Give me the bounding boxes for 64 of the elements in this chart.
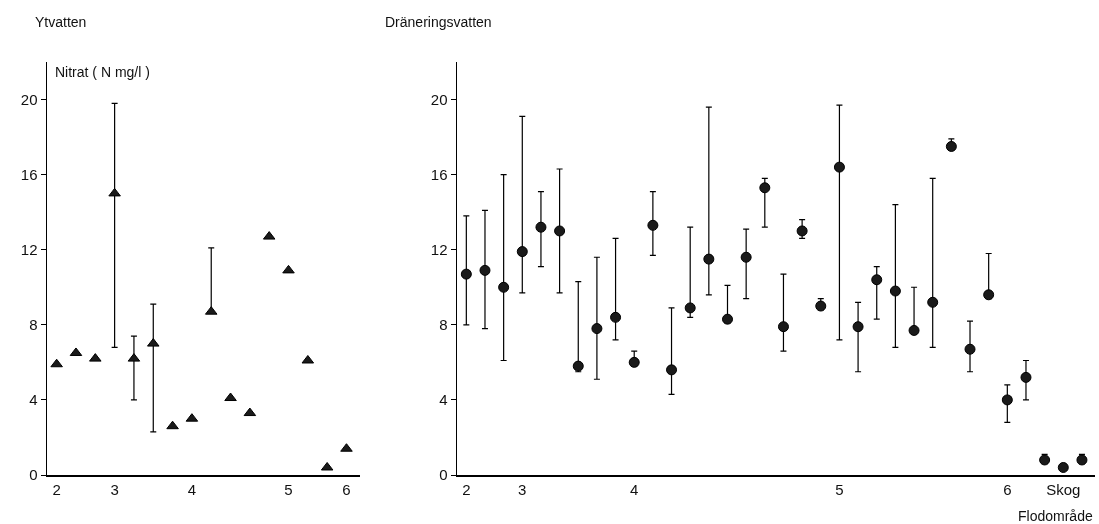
point bbox=[1001, 394, 1013, 406]
point bbox=[777, 321, 789, 333]
point bbox=[983, 289, 995, 301]
point bbox=[871, 274, 883, 286]
point bbox=[572, 360, 584, 372]
point bbox=[740, 251, 752, 263]
point bbox=[535, 221, 547, 233]
y-tick-label: 4 bbox=[29, 391, 38, 409]
point bbox=[852, 321, 864, 333]
chart-title: Dräneringsvatten bbox=[385, 13, 492, 30]
point bbox=[591, 323, 603, 335]
y-tick-label: 4 bbox=[439, 391, 448, 409]
x-tick-label: 3 bbox=[518, 480, 527, 498]
point bbox=[460, 268, 472, 280]
y-tick-label: 0 bbox=[29, 466, 38, 484]
point bbox=[759, 182, 771, 194]
y-axis-title: Nitrat ( N mg/l ) bbox=[55, 64, 150, 80]
point bbox=[666, 364, 678, 376]
point bbox=[282, 264, 295, 274]
point bbox=[833, 161, 845, 173]
point bbox=[479, 264, 491, 276]
y-tick-label: 8 bbox=[439, 316, 448, 334]
y-tick-label: 20 bbox=[20, 90, 38, 108]
x-tick-label: 5 bbox=[835, 480, 844, 498]
y-tick-label: 16 bbox=[430, 165, 448, 183]
point bbox=[964, 343, 976, 355]
point bbox=[722, 313, 733, 325]
point bbox=[908, 324, 920, 336]
point bbox=[108, 187, 121, 197]
point bbox=[50, 358, 63, 368]
point bbox=[166, 420, 179, 430]
point bbox=[927, 296, 939, 308]
x-tick-label: 2 bbox=[52, 480, 61, 498]
x-tick-label: 3 bbox=[110, 480, 119, 498]
point bbox=[610, 311, 622, 323]
x-tick-label: 5 bbox=[284, 480, 293, 498]
point bbox=[889, 285, 901, 297]
point bbox=[498, 281, 510, 293]
point bbox=[320, 461, 334, 471]
x-tick-label: 4 bbox=[630, 480, 639, 498]
point bbox=[684, 302, 696, 314]
y-tick-label: 0 bbox=[439, 466, 448, 484]
y-tick-label: 12 bbox=[430, 240, 448, 258]
point bbox=[628, 356, 640, 368]
chart-title: Ytvatten bbox=[35, 13, 87, 30]
point bbox=[796, 225, 808, 237]
x-tick-label: 4 bbox=[187, 480, 197, 498]
point bbox=[1020, 371, 1032, 383]
y-tick-label: 16 bbox=[20, 165, 38, 183]
point bbox=[516, 246, 528, 258]
point bbox=[301, 354, 315, 364]
point bbox=[703, 253, 715, 265]
point bbox=[243, 407, 257, 417]
x-tick-label: 6 bbox=[1003, 480, 1012, 498]
point bbox=[554, 225, 566, 237]
x-axis-title: Flodområde bbox=[1018, 508, 1093, 524]
y-tick-label: 20 bbox=[430, 90, 448, 108]
x-tick-label: Skog bbox=[1046, 480, 1081, 498]
x-tick-label: 2 bbox=[462, 480, 471, 498]
x-tick-label: 6 bbox=[342, 480, 351, 498]
y-tick-label: 12 bbox=[20, 240, 38, 258]
y-tick-label: 8 bbox=[29, 316, 38, 334]
point bbox=[647, 219, 659, 231]
point bbox=[224, 392, 237, 402]
